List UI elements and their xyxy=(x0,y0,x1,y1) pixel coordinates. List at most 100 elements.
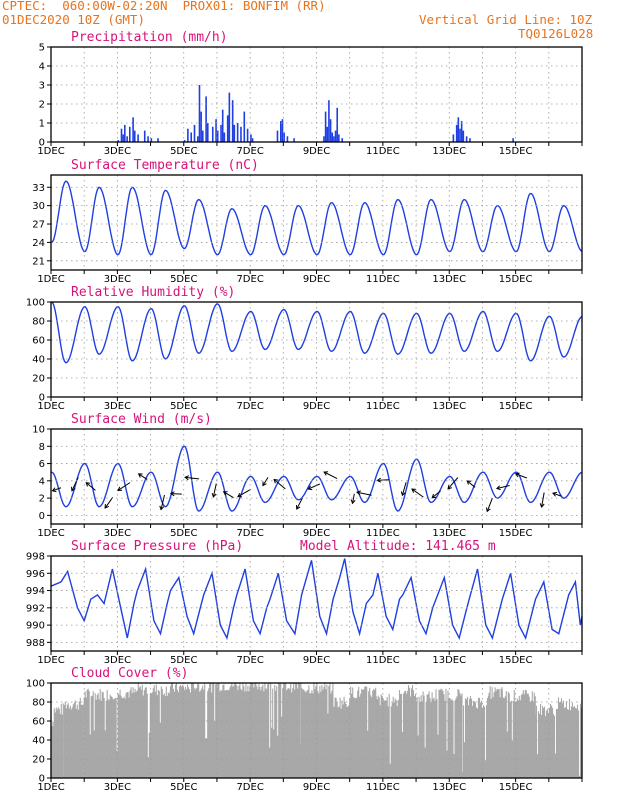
pres-y-tick: 990 xyxy=(26,621,45,632)
wind-arrow xyxy=(85,482,96,491)
rh-y-tick: 20 xyxy=(32,374,45,385)
pres-y-tick: 988 xyxy=(26,638,45,649)
header-line1: CPTEC: 060:00W-02:20N PROX01: BONFIM (RR… xyxy=(2,0,326,13)
precip-bar xyxy=(328,100,330,142)
precip-x-tick: 5DEC xyxy=(170,146,197,157)
wind-arrow xyxy=(52,487,62,492)
rh-title: Relative Humidity (%) xyxy=(71,285,235,300)
cloud-cover-bars xyxy=(193,683,218,778)
precip-bar xyxy=(193,124,196,142)
precip-y-tick: 1 xyxy=(39,119,45,130)
precip-bar xyxy=(122,134,124,142)
cloud-cover-bars xyxy=(415,691,436,778)
rh-x-tick: 9DEC xyxy=(303,401,330,412)
wind-arrow-head xyxy=(237,492,242,498)
precip-bar xyxy=(455,124,458,142)
chart-wind xyxy=(47,428,583,528)
temp-y-tick: 21 xyxy=(32,256,45,267)
wind-arrow xyxy=(185,476,200,480)
cloud-cover-bars xyxy=(113,687,138,778)
wind-arrow-head xyxy=(514,472,520,478)
pres-x-tick: 13DEC xyxy=(432,655,466,666)
temp-y-tick: 33 xyxy=(32,183,45,194)
precip-bar xyxy=(459,128,461,142)
wind-arrow xyxy=(170,493,182,495)
temp-x-tick: 9DEC xyxy=(303,274,330,285)
wind-arrow-head xyxy=(184,475,189,481)
precip-bar xyxy=(460,121,463,142)
pres-x-tick: 15DEC xyxy=(499,655,533,666)
wind-arrow-head xyxy=(159,505,165,511)
precip-bar xyxy=(216,130,219,142)
cloud-cover-bars xyxy=(63,697,84,778)
precip-bar xyxy=(197,136,199,142)
cloud-y-tick: 100 xyxy=(26,679,45,690)
wind-arrow xyxy=(486,497,493,512)
temp-x-tick: 3DEC xyxy=(104,274,131,285)
precip-bar xyxy=(120,128,123,142)
precip-x-tick: 7DEC xyxy=(236,146,263,157)
wind-arrow-head xyxy=(376,477,382,483)
wind-arrow xyxy=(117,482,131,491)
precip-bar xyxy=(279,121,282,142)
rh-x-tick: 5DEC xyxy=(170,401,197,412)
precip-bar xyxy=(147,136,149,142)
temp-y-tick: 30 xyxy=(32,201,45,212)
wind-arrow-head xyxy=(262,481,267,487)
wind-arrow xyxy=(552,492,562,497)
wind-y-tick: 6 xyxy=(39,459,45,470)
wind-arrow xyxy=(71,477,79,492)
rh-x-tick: 1DEC xyxy=(37,401,64,412)
precip-bar xyxy=(223,132,226,142)
cloud-title: Cloud Cover (%) xyxy=(71,666,188,681)
cloud-y-tick: 60 xyxy=(32,717,45,728)
rh-x-tick: 13DEC xyxy=(432,401,466,412)
pres-y-tick: 996 xyxy=(26,569,45,580)
wind-arrow xyxy=(541,492,545,508)
wind-arrow-head xyxy=(169,491,175,497)
rh-y-tick: 60 xyxy=(32,336,45,347)
cloud-cover-bars xyxy=(349,686,377,778)
wind-arrow-head xyxy=(296,504,301,510)
rh-x-tick: 11DEC xyxy=(366,401,400,412)
cloud-x-tick: 11DEC xyxy=(366,782,400,793)
wind-arrow xyxy=(223,491,234,499)
cloud-x-tick: 15DEC xyxy=(499,782,533,793)
temp-x-tick: 5DEC xyxy=(170,274,197,285)
cloud-cover-bars xyxy=(375,693,400,778)
precip-x-tick: 11DEC xyxy=(366,146,400,157)
wind-y-tick: 4 xyxy=(39,476,45,487)
cloud-y-tick: 20 xyxy=(32,755,45,766)
temp-y-tick: 24 xyxy=(32,238,45,249)
rh-y-tick: 40 xyxy=(32,355,45,366)
precip-bar xyxy=(452,134,455,142)
wind-arrow xyxy=(160,494,165,510)
rh-y-tick: 80 xyxy=(32,317,45,328)
wind-x-tick: 9DEC xyxy=(303,528,330,539)
precip-bar xyxy=(133,130,136,142)
precip-y-tick: 3 xyxy=(39,81,45,92)
wind-arrow-head xyxy=(552,491,558,497)
wind-arrow-head xyxy=(117,486,123,492)
pres-series-line xyxy=(50,558,583,641)
cloud-cover-bars xyxy=(136,683,171,778)
pres-x-tick: 11DEC xyxy=(366,655,400,666)
precip-bar xyxy=(286,136,289,142)
wind-arrow-head xyxy=(273,478,279,484)
cloud-cover-bars xyxy=(83,688,114,778)
wind-arrow xyxy=(138,473,148,480)
temp-series-line xyxy=(50,180,583,256)
precip-bar xyxy=(190,132,192,142)
wind-y-tick: 0 xyxy=(39,511,45,522)
precip-x-tick: 1DEC xyxy=(37,146,64,157)
temp-x-tick: 7DEC xyxy=(236,274,263,285)
precip-bar xyxy=(338,134,340,142)
model-altitude-label: Model Altitude: 141.465 m xyxy=(300,539,496,554)
temp-x-tick: 13DEC xyxy=(432,274,466,285)
pres-y-tick: 998 xyxy=(26,552,45,563)
wind-arrow-head xyxy=(400,491,406,497)
precip-bar xyxy=(341,138,343,142)
cloud-cover-bars xyxy=(488,686,503,778)
cloud-x-tick: 5DEC xyxy=(170,782,197,793)
